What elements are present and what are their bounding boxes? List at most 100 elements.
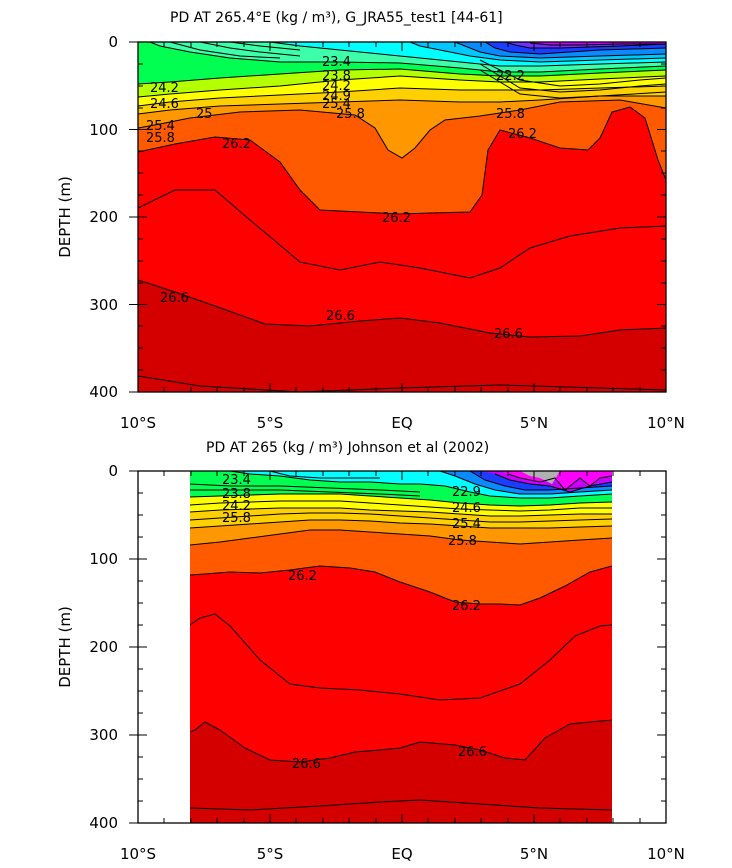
- contour-label: 24.6: [150, 97, 179, 112]
- contour-label: 25.8: [496, 107, 525, 122]
- bottom-filled-contours: 23.4 23.8 22.9 24.2 24.6 25.4 25.8 25.8 …: [190, 471, 612, 823]
- bottom-tick-marks: [129, 470, 667, 824]
- bottom-contour-26.0: [190, 529, 612, 546]
- contour-label: 26.6: [160, 291, 189, 306]
- bottom-panel: PD AT 265 (kg / m³) Johnson et al (2002): [56, 440, 685, 863]
- contour-label: 25.8: [146, 131, 175, 146]
- top-contour-21.8: [529, 42, 666, 46]
- contour-label: 23.8: [222, 487, 251, 502]
- top-chart-title: PD AT 265.4°E (kg / m³), G_JRA55_test1 […: [170, 10, 503, 26]
- top-contour-26.4: [138, 189, 666, 279]
- top-contour-east-a: [479, 59, 666, 87]
- contour-label: 26.2: [452, 599, 481, 614]
- top-y-tick-labels: 0 100 200 300 400: [89, 33, 118, 401]
- bottom-contour-labels: 23.4 23.8 22.9 24.2 24.6 25.4 25.8 25.8 …: [222, 473, 487, 772]
- bottom-contour-23.0: [469, 471, 612, 491]
- top-contour-25.8: [138, 95, 666, 115]
- contour-label: 26.6: [458, 745, 487, 760]
- bottom-contour-25.8: [190, 519, 612, 529]
- y-tick-label: 0: [108, 33, 118, 51]
- top-contour-shallow-a: [199, 42, 301, 57]
- top-x-tick-labels: 10°S 5°S EQ 5°N 10°N: [120, 414, 685, 432]
- top-contour-24.6: [138, 68, 666, 85]
- bottom-contour-25.0: [190, 507, 612, 517]
- x-tick-label: 10°N: [647, 414, 685, 432]
- bottom-contour-22.2: [507, 473, 612, 491]
- y-tick-label: 100: [89, 121, 118, 139]
- top-contour-25.4: [138, 85, 666, 107]
- contour-label: 25.8: [222, 511, 251, 526]
- bottom-contour-26.6: [190, 719, 612, 763]
- bottom-contour-lines: [190, 471, 612, 811]
- x-tick-label: 5°S: [257, 845, 284, 863]
- x-tick-label: EQ: [391, 845, 412, 863]
- top-y-axis-label: DEPTH (m): [56, 176, 74, 258]
- bottom-band-missing-gray: [520, 471, 560, 484]
- bottom-contour-24.6: [190, 500, 612, 512]
- y-tick-label: 0: [108, 462, 118, 480]
- contour-label: 25.4: [146, 119, 175, 134]
- top-filled-contours: 23.4 23.8 22.2 24.2 24.2 24.6 24.9 25 25…: [138, 42, 666, 392]
- top-contour-22.2: [504, 42, 666, 49]
- bottom-contour-23.4: [439, 471, 612, 495]
- bottom-contour-mid-a: [190, 483, 421, 493]
- top-contour-23.8: [269, 42, 666, 67]
- bottom-contour-25.4: [190, 512, 612, 523]
- contour-label: 24.9: [322, 89, 351, 104]
- top-tick-marks: [129, 41, 667, 393]
- top-contour-23.4: [409, 42, 666, 63]
- top-contour-26.2: [138, 106, 666, 215]
- contour-label: 23.4: [322, 55, 351, 70]
- bottom-chart-title: PD AT 265 (kg / m³) Johnson et al (2002): [206, 440, 489, 456]
- contour-label: 22.9: [452, 485, 481, 500]
- top-contour-25.0: [138, 75, 666, 98]
- top-contour-23.0: [454, 42, 666, 59]
- top-contour-shallow-c: [169, 42, 281, 59]
- contour-label: 26.2: [222, 137, 251, 152]
- bottom-y-axis-label: DEPTH (m): [56, 606, 74, 688]
- top-panel: PD AT 265.4°E (kg / m³), G_JRA55_test1 […: [56, 10, 685, 432]
- x-tick-label: 10°S: [120, 845, 156, 863]
- contour-label: 23.8: [322, 69, 351, 84]
- contour-label: 26.2: [508, 127, 537, 142]
- bottom-contour-mid-b: [190, 489, 421, 497]
- bottom-contour-26.4: [190, 613, 612, 701]
- x-tick-label: 5°N: [520, 414, 548, 432]
- y-tick-label: 400: [89, 383, 118, 401]
- contour-label: 24.2: [222, 499, 251, 514]
- contour-label: 23.4: [222, 473, 251, 488]
- top-contour-26.6-deep: [138, 375, 666, 392]
- x-tick-label: 5°N: [520, 845, 548, 863]
- contour-label: 24.6: [452, 501, 481, 516]
- contour-label: 25.4: [452, 517, 481, 532]
- contour-label: 24.2: [150, 81, 179, 96]
- contour-label: 26.6: [292, 757, 321, 772]
- contour-label: 25.8: [448, 534, 477, 549]
- y-tick-label: 100: [89, 550, 118, 568]
- top-contour-labels: 23.4 23.8 22.2 24.2 24.2 24.6 24.9 25 25…: [146, 55, 537, 342]
- bottom-y-tick-labels: 0 100 200 300 400: [89, 462, 118, 832]
- top-contour-26.0: [138, 99, 666, 159]
- contour-label: 26.2: [382, 211, 411, 226]
- contour-label: 24.2: [322, 79, 351, 94]
- bottom-contour-24.2: [190, 493, 612, 507]
- x-tick-label: 5°S: [257, 414, 284, 432]
- bottom-contour-26.2: [190, 565, 612, 606]
- bottom-contour-26.6-deep: [190, 799, 612, 811]
- contour-label: 26.2: [288, 569, 317, 584]
- y-tick-label: 300: [89, 726, 118, 744]
- y-tick-label: 300: [89, 296, 118, 314]
- contour-label: 25.8: [336, 107, 365, 122]
- y-tick-label: 400: [89, 814, 118, 832]
- top-contour-22.6: [484, 42, 666, 55]
- bottom-x-tick-labels: 10°S 5°S EQ 5°N 10°N: [120, 845, 685, 863]
- contour-label: 26.6: [494, 327, 523, 342]
- x-tick-label: 10°S: [120, 414, 156, 432]
- top-contour-shallow-b: [229, 42, 301, 51]
- contour-label: 25: [196, 107, 213, 122]
- top-contour-26.6: [138, 279, 666, 338]
- top-contour-east-c: [479, 69, 666, 99]
- contour-label: 25.4: [322, 97, 351, 112]
- top-contour-east-b: [479, 63, 666, 93]
